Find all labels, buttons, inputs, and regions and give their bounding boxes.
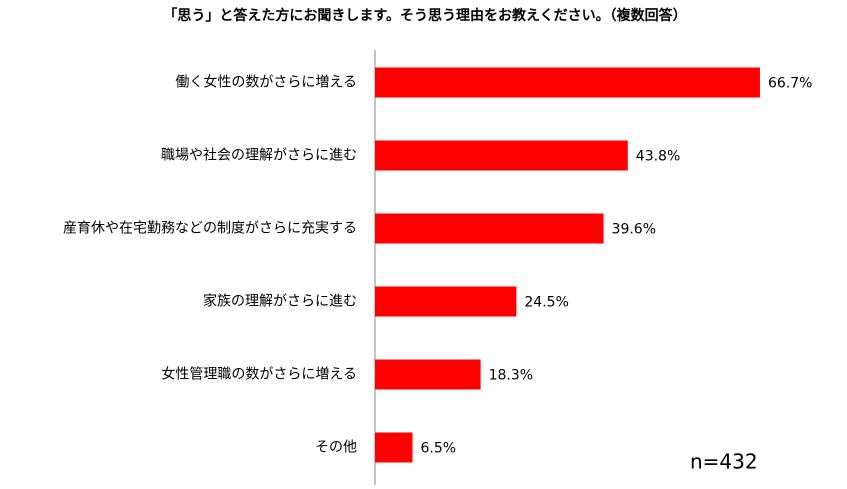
y-tick-label: 女性管理職の数がさらに増える	[161, 366, 357, 383]
bar	[375, 67, 760, 98]
value-label: 6.5%	[421, 441, 457, 457]
y-tick-label: 家族の理解がさらに進む	[203, 293, 357, 310]
y-tick-label: 産育休や在宅勤務などの制度がさらに充実する	[63, 221, 357, 237]
bar	[375, 359, 481, 390]
value-label: 39.6%	[612, 222, 656, 238]
value-label: 43.8%	[636, 149, 680, 165]
bar	[375, 432, 413, 463]
chart-title: 「思う」と答えた方にお聞きします。そう思う理由をお教えください。（複数回答）	[163, 7, 686, 24]
value-label: 66.7%	[768, 76, 812, 92]
y-tick-label: その他	[315, 440, 357, 456]
y-tick-label: 働く女性の数がさらに増える	[175, 74, 357, 91]
sample-size: n=432	[690, 450, 758, 474]
bar	[375, 213, 604, 244]
value-label: 18.3%	[489, 368, 533, 384]
bar	[375, 286, 517, 317]
y-tick-label: 職場や社会の理解がさらに進む	[161, 148, 357, 164]
bar	[375, 140, 628, 171]
value-label: 24.5%	[524, 295, 568, 311]
